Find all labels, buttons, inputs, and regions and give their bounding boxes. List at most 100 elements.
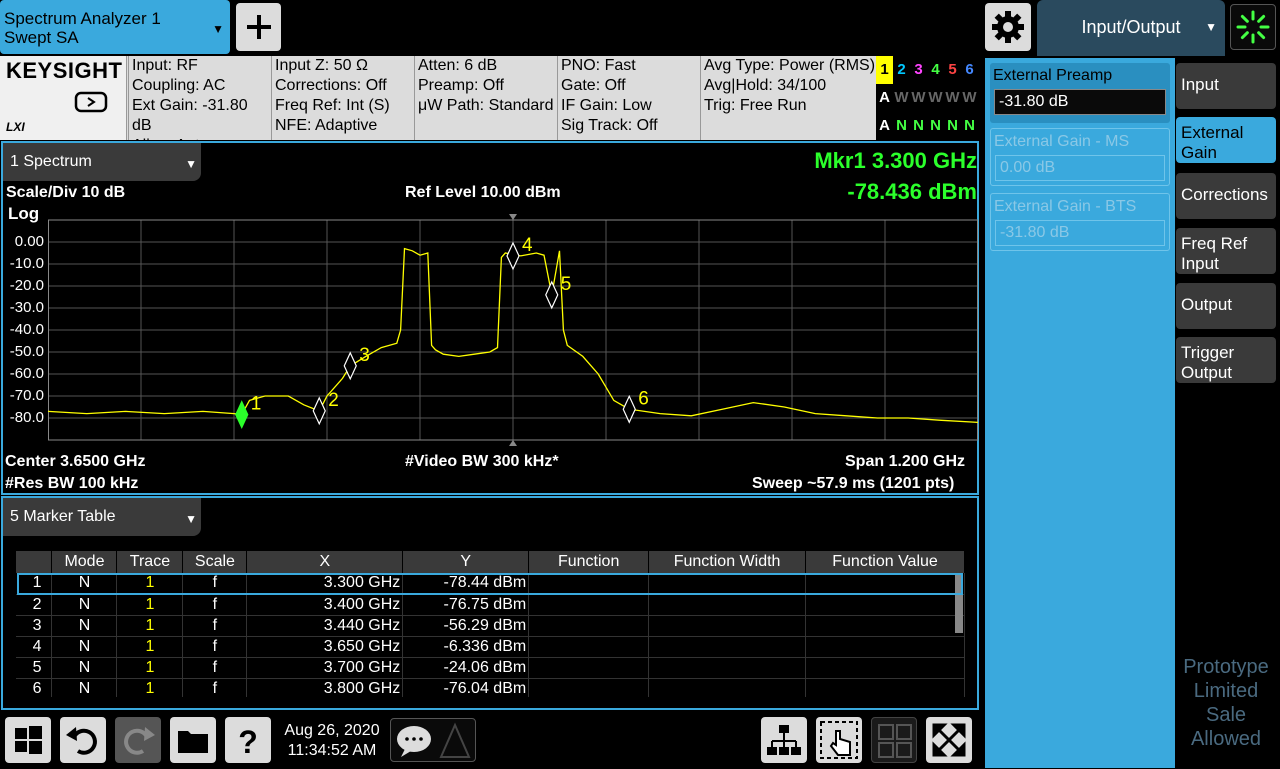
marker-5[interactable]: 5 — [545, 274, 572, 310]
grid-icon — [878, 724, 912, 758]
marker-table-container[interactable]: Mode Trace Scale X Y Function Function Width Fu… — [16, 551, 965, 697]
column-header[interactable] — [16, 551, 53, 573]
zone-button[interactable] — [761, 717, 807, 763]
column-header[interactable]: X — [246, 551, 404, 573]
table-cell: f — [182, 636, 248, 658]
column-header[interactable]: Function — [528, 551, 650, 573]
table-row[interactable]: 2 N 1 f 3.400 GHz -76.75 dBm — [16, 594, 965, 616]
menu-freq-ref-input-button[interactable]: Freq Ref Input — [1176, 228, 1276, 274]
nfe-value: NFE: Adaptive — [275, 117, 378, 134]
table-row[interactable]: 5 N 1 f 3.700 GHz -24.06 dBm — [16, 657, 965, 679]
scale-div-label: Scale/Div 10 dB — [6, 184, 126, 201]
table-cell — [648, 657, 807, 679]
undo-icon — [66, 727, 97, 755]
atten-settings: Atten: 6 dB Preamp: Off μW Path: Standar… — [414, 56, 557, 140]
messages-area[interactable] — [390, 718, 476, 762]
marker-4[interactable]: 4 — [506, 235, 533, 271]
spectrum-trace-plot[interactable]: 1 2 3 4 5 6 — [48, 210, 978, 450]
keysight-logo: KEYSIGHT LXI — [0, 56, 127, 140]
maximize-button[interactable] — [926, 717, 972, 763]
trace-6-number[interactable]: 6 — [965, 61, 974, 78]
menu-output-button[interactable]: Output — [1176, 283, 1276, 329]
menu-corrections-button[interactable]: Corrections — [1176, 173, 1276, 219]
trace-type-5: W — [945, 89, 960, 106]
external-gain-bts-input[interactable]: -31.80 dB — [995, 220, 1165, 246]
preamp-value: Preamp: Off — [418, 77, 504, 94]
trace-detector-3: N — [913, 117, 924, 134]
trace-1-number[interactable]: 1 — [876, 56, 893, 84]
marker-table[interactable]: Mode Trace Scale X Y Function Function Width Fu… — [16, 551, 965, 697]
external-gain-bts-field[interactable]: External Gain - BTS -31.80 dB — [990, 193, 1170, 251]
table-cell: N — [51, 615, 118, 637]
menu-external-gain-label-2: Gain — [1181, 143, 1217, 162]
trace-type-1: A — [879, 89, 890, 106]
column-header[interactable]: Y — [402, 551, 530, 573]
marker-table-scrollbar[interactable] — [955, 575, 963, 633]
table-cell — [648, 594, 807, 616]
analyzer-selector[interactable]: Spectrum Analyzer 1 Swept SA ▼ — [0, 0, 230, 54]
avg-type-value: Avg Type: Power (RMS) — [704, 57, 876, 74]
marker-2[interactable]: 2 — [312, 390, 339, 426]
plus-icon — [247, 15, 271, 39]
table-cell: f — [182, 594, 248, 616]
table-cell: 3.700 GHz — [246, 657, 404, 679]
trace-type-6: W — [962, 89, 977, 106]
menu-corrections-label: Corrections — [1181, 185, 1268, 204]
table-cell: 1 — [116, 636, 184, 658]
column-header[interactable]: Scale — [182, 551, 248, 573]
menu-external-gain-button[interactable]: External Gain — [1176, 117, 1276, 163]
add-screen-button[interactable] — [236, 3, 281, 51]
help-button[interactable]: ? — [225, 717, 271, 763]
table-cell — [805, 615, 965, 637]
undo-button[interactable] — [60, 717, 106, 763]
column-header[interactable]: Trace — [116, 551, 184, 573]
menu-trigger-output-button[interactable]: Trigger Output — [1176, 337, 1276, 383]
marker-1[interactable]: 1 — [235, 394, 262, 429]
external-preamp-field[interactable]: External Preamp -31.80 dB — [990, 63, 1170, 123]
file-button[interactable] — [170, 717, 216, 763]
trace-5-number[interactable]: 5 — [948, 61, 957, 78]
external-preamp-input[interactable]: -31.80 dB — [994, 89, 1166, 115]
table-row[interactable]: 3 N 1 f 3.440 GHz -56.29 dBm — [16, 615, 965, 637]
spectrum-window[interactable] — [1, 141, 979, 495]
chat-bubble-icon — [397, 722, 471, 758]
chevron-down-icon: ▼ — [212, 22, 224, 36]
gear-icon — [992, 11, 1024, 43]
trace-2-number[interactable]: 2 — [897, 61, 906, 78]
trace-4-number[interactable]: 4 — [931, 61, 940, 78]
table-row[interactable]: 4 N 1 f 3.650 GHz -6.336 dBm — [16, 636, 965, 658]
settings-button[interactable] — [985, 3, 1031, 51]
spectrum-window-tab[interactable]: 1 Spectrum ▼ — [3, 143, 201, 181]
windows-start-button[interactable] — [5, 717, 51, 763]
y-tick-label: -50.0 — [9, 343, 44, 360]
column-header[interactable]: Function Value — [805, 551, 965, 573]
multi-window-button[interactable] — [871, 717, 917, 763]
marker-table-tab[interactable]: 5 Marker Table ▼ — [3, 498, 201, 536]
external-gain-ms-field[interactable]: External Gain - MS 0.00 dB — [990, 128, 1170, 186]
touch-button[interactable] — [816, 717, 862, 763]
column-header[interactable]: Function Width — [648, 551, 807, 573]
marker-2-label: 2 — [328, 390, 339, 411]
table-row[interactable]: 1 N 1 f 3.300 GHz -78.44 dBm — [16, 573, 965, 595]
marker-table-title: 5 Marker Table — [10, 508, 116, 525]
ref-level-label: Ref Level 10.00 dBm — [405, 184, 561, 201]
settings-panel[interactable]: KEYSIGHT LXI Input: RF Coupling: AC Ext … — [0, 56, 978, 154]
menu-input-button[interactable]: Input — [1176, 63, 1276, 109]
marker-frequency-readout: Mkr1 3.300 GHz — [814, 148, 977, 173]
mode-menu-tab[interactable]: Input/Output ▼ — [1037, 0, 1225, 56]
hierarchy-icon — [767, 725, 801, 755]
marker-3-diamond — [343, 351, 357, 381]
table-row[interactable]: 6 N 1 f 3.800 GHz -76.04 dBm — [16, 678, 965, 697]
trace-3-number[interactable]: 3 — [914, 61, 923, 78]
trace-detector-1: A — [879, 117, 890, 134]
prototype-notice: Prototype Limited Sale Allowed — [1176, 655, 1276, 751]
column-header[interactable]: Mode — [51, 551, 118, 573]
marker-6[interactable]: 6 — [622, 388, 649, 424]
external-gain-ms-input[interactable]: 0.00 dB — [995, 155, 1165, 181]
prototype-line-3: Sale — [1205, 704, 1247, 726]
marker-3[interactable]: 3 — [343, 345, 370, 381]
marker-3-label: 3 — [359, 345, 370, 366]
table-cell — [528, 594, 650, 616]
redo-button[interactable] — [115, 717, 161, 763]
